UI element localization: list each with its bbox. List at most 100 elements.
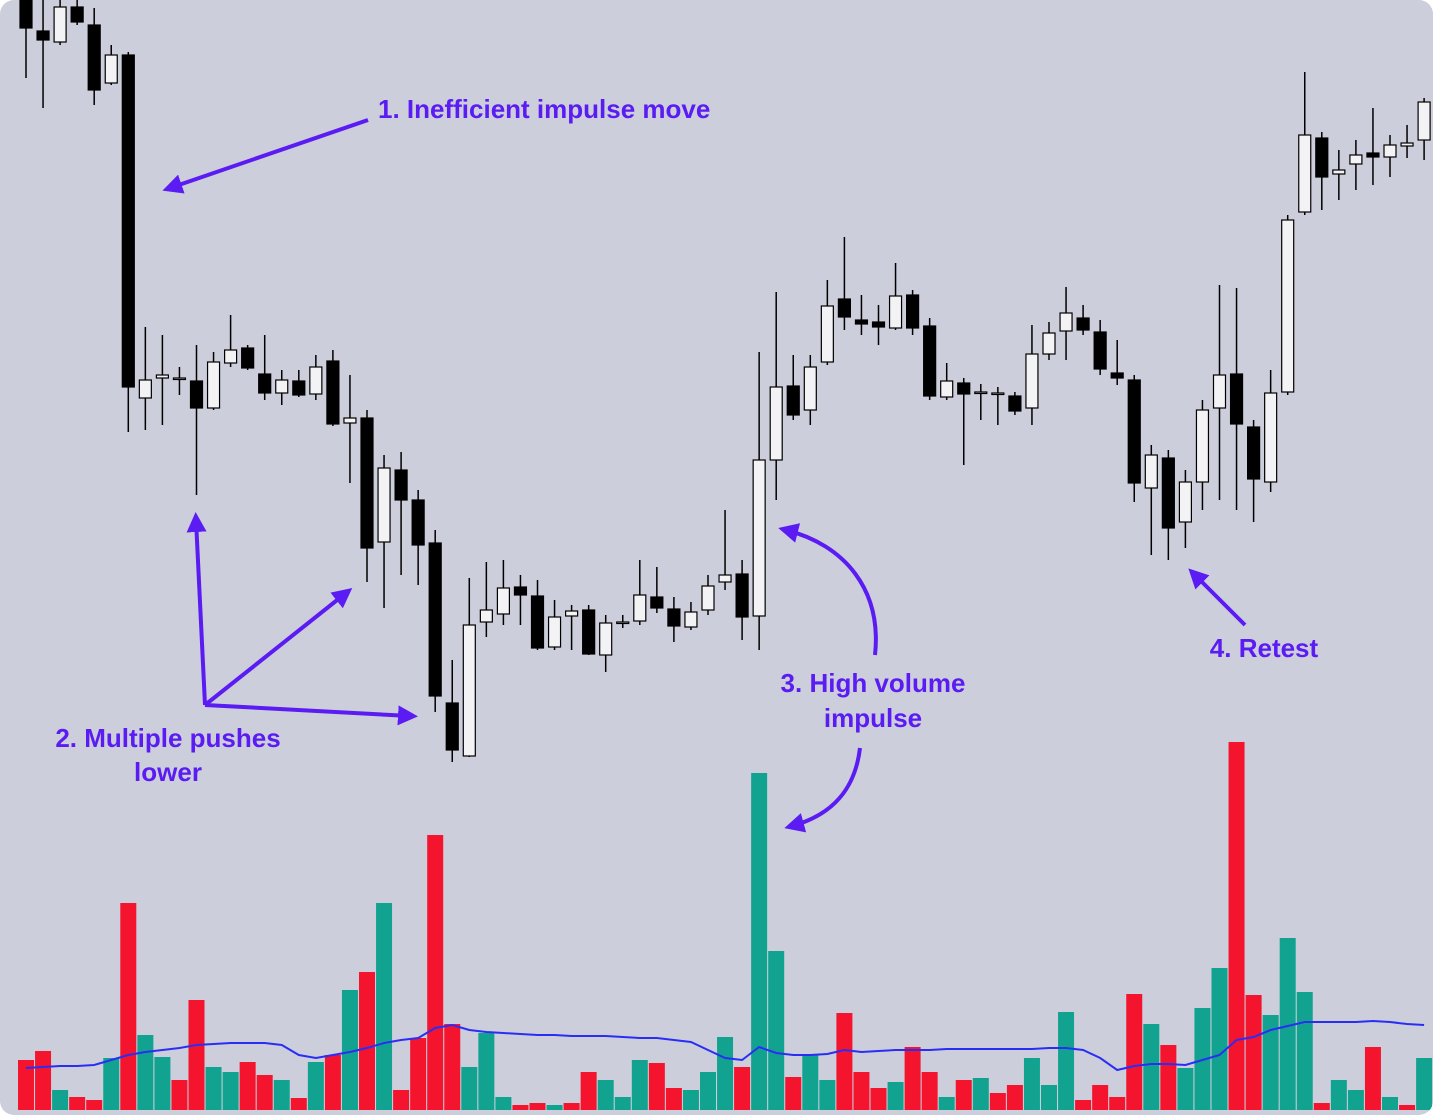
candle-body (258, 373, 272, 394)
candle-body (1229, 373, 1244, 425)
volume-bar (1058, 1012, 1075, 1110)
candle-body (888, 295, 903, 329)
candle-body (1281, 219, 1295, 393)
candle-body (1025, 353, 1039, 409)
candle-body (428, 542, 442, 697)
candle-body (326, 360, 340, 425)
volume-bar (819, 1080, 836, 1110)
volume-bar (444, 1024, 461, 1110)
volume-bar (256, 1075, 273, 1110)
candle-body (53, 6, 67, 43)
candle-body (121, 54, 135, 388)
volume-bar (18, 1060, 34, 1110)
candle-body (377, 467, 391, 543)
candle-body (616, 621, 630, 625)
volume-bar (222, 1072, 239, 1110)
candle-body (513, 586, 528, 596)
volume-bar (768, 951, 785, 1110)
candle-body (1264, 392, 1278, 483)
candle-body (650, 596, 664, 609)
annotation-arrows (162, 118, 1247, 833)
arrow (162, 118, 369, 194)
volume-bar (938, 1097, 955, 1110)
volume-bar (887, 1082, 904, 1110)
volume-bar (904, 1047, 921, 1110)
candle-body (871, 321, 886, 328)
candle-body (224, 349, 238, 364)
volume-bar (972, 1078, 989, 1110)
candle-body (1246, 426, 1261, 480)
volume-bar (461, 1067, 478, 1110)
candle-body (1059, 312, 1073, 332)
volume-bar (137, 1035, 154, 1110)
volume-bar (1160, 1045, 1177, 1110)
volume-bar (307, 1062, 324, 1110)
candle-body (1127, 379, 1141, 484)
volume-bar (1211, 968, 1228, 1110)
candle-body (1212, 374, 1227, 409)
candle-body (769, 386, 783, 461)
volume-bar (171, 1080, 188, 1110)
annotation: 1. Inefficient impulse move (378, 94, 710, 124)
volume-bar (427, 835, 444, 1110)
candle-body (854, 319, 869, 325)
volume-bar (682, 1090, 699, 1110)
volume-bar (120, 903, 137, 1110)
volume-bar (700, 1072, 716, 1110)
candle-body (343, 417, 357, 424)
candle-body (923, 325, 937, 397)
volume-bar (188, 1000, 205, 1110)
candle-body (718, 574, 732, 583)
marks (18, 0, 1433, 1110)
candle-body (1298, 134, 1312, 213)
candle-body (1195, 409, 1210, 483)
volume-bar (1313, 1103, 1330, 1110)
candle-body (1315, 137, 1329, 178)
volume-bar (648, 1063, 665, 1110)
volume-bar (239, 1062, 256, 1110)
candle-body (1417, 101, 1431, 141)
volume-bar (1364, 1047, 1381, 1110)
candle-body (155, 374, 169, 379)
candle-body (1042, 332, 1056, 355)
volume-bar (836, 1013, 853, 1110)
volume-bar (853, 1072, 870, 1110)
volume-bar (324, 1055, 341, 1110)
volume-bar (1023, 1058, 1040, 1110)
volume-bar (1245, 995, 1262, 1110)
candle-body (530, 595, 545, 649)
candle-body (309, 366, 323, 395)
candle-body (1400, 142, 1414, 147)
candle-body (87, 24, 101, 91)
candle-body (1383, 144, 1397, 158)
volume-bar (1347, 1090, 1364, 1110)
volume-bar (478, 1033, 495, 1110)
volume-bar (1399, 1105, 1416, 1110)
candle-body (582, 609, 596, 655)
volume-bar (495, 1097, 512, 1110)
volume-bar (1075, 1100, 1092, 1110)
volume-bar (69, 1097, 86, 1110)
volume-bar (273, 1080, 290, 1110)
volume-bar (1143, 1024, 1160, 1110)
volume-bar (665, 1088, 682, 1110)
candle-body (940, 380, 954, 398)
candle-body (496, 587, 510, 615)
candle-body (189, 380, 204, 409)
candle-body (684, 611, 698, 628)
volume-bar (376, 903, 393, 1110)
candle-body (735, 573, 749, 618)
volume-bar (717, 1037, 734, 1110)
candle-body (786, 385, 800, 416)
volume-bar (35, 1051, 52, 1110)
volume-bar (563, 1103, 580, 1110)
volume-bar (529, 1103, 546, 1110)
arrow (204, 703, 418, 726)
candle-body (991, 392, 1005, 396)
volume-bar (1330, 1080, 1347, 1110)
volume-bar (1382, 1097, 1398, 1110)
annotation: 3. High volume (781, 668, 966, 698)
annotations: 1. Inefficient impulse move 2. Multiple p… (55, 94, 1318, 787)
candle-body (633, 594, 647, 622)
